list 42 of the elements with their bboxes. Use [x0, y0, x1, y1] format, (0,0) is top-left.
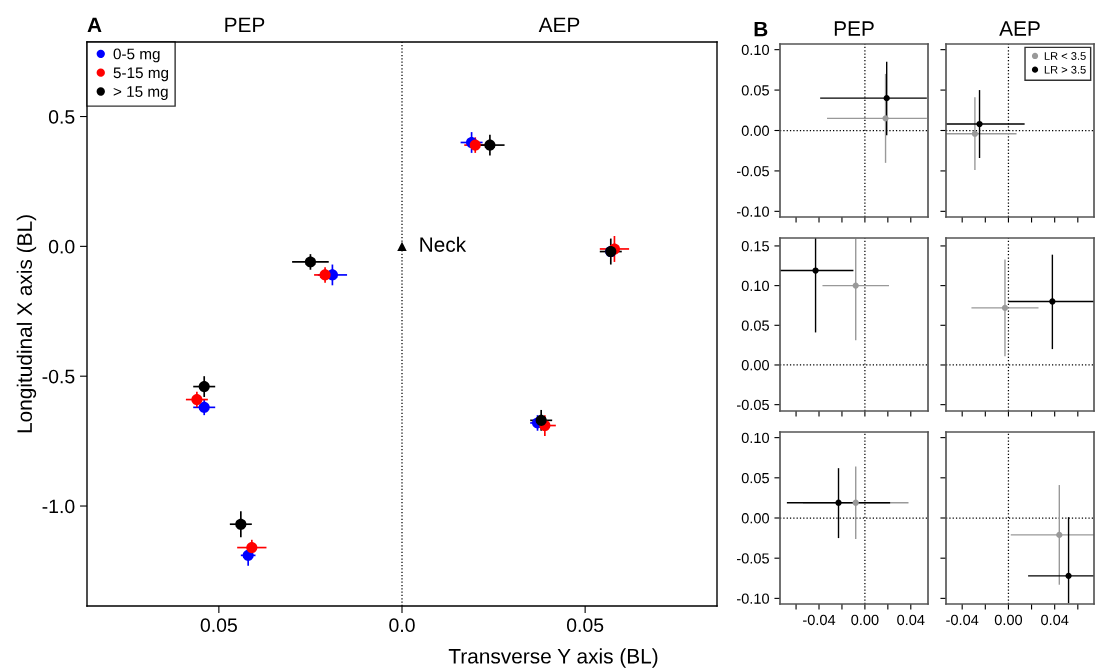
x-tick-label: 0.05 — [200, 618, 237, 633]
x-tick-label: 0.04 — [897, 614, 925, 626]
text: PEP — [225, 17, 265, 33]
x-tick-label: 0.04 — [1041, 614, 1069, 626]
y-tick-label: 0.00 — [741, 125, 770, 136]
x-tick-label: -0.04 — [946, 614, 979, 626]
chart-title: PEP — [834, 21, 874, 36]
y-tick-label: 0.0 — [48, 239, 75, 254]
x-axis-title: Transverse Y axis (BL) — [448, 648, 658, 668]
y-tick-label: 0.10 — [741, 432, 770, 444]
text: A — [87, 17, 102, 33]
y-tick-label: -0.10 — [736, 206, 770, 217]
y-tick-label: 0.5 — [48, 109, 75, 124]
legend-label: LR > 3.5 — [1044, 65, 1086, 74]
y-tick-label: -0.10 — [736, 593, 770, 604]
chart-title: AEP — [999, 21, 1040, 36]
y-tick-label: 0.05 — [741, 472, 769, 484]
y-tick-label: 0.00 — [741, 513, 770, 524]
y-tick-label: -1.0 — [42, 499, 75, 514]
y-tick-label: 0.00 — [741, 360, 770, 371]
y-tick-label: 0.15 — [741, 241, 769, 252]
legend-label: > 15 mg — [113, 86, 168, 100]
y-tick-label: 0.10 — [741, 280, 770, 292]
annotation: Neck — [420, 236, 467, 252]
legend-label: 5-15 mg — [113, 67, 169, 82]
text: B — [754, 21, 768, 37]
y-tick-label: -0.5 — [42, 369, 75, 384]
x-tick-label: 0.00 — [994, 614, 1023, 626]
y-tick-label: 0.05 — [741, 320, 769, 331]
y-axis-title: Longitudinal X axis (BL) — [16, 215, 37, 433]
x-tick-label: -0.04 — [803, 614, 836, 626]
y-tick-label: -0.05 — [736, 553, 769, 564]
y-tick-label: -0.05 — [736, 166, 769, 177]
y-tick-label: 0.10 — [741, 44, 770, 56]
x-tick-label: 0.05 — [566, 618, 604, 633]
legend-label: 0-5 mg — [113, 48, 160, 63]
y-tick-label: -0.05 — [736, 399, 769, 411]
x-tick-label: 0.00 — [851, 614, 879, 626]
x-tick-label: 0.0 — [389, 618, 415, 633]
legend-label: LR < 3.5 — [1044, 52, 1086, 60]
text: AEP — [538, 17, 580, 33]
y-tick-label: 0.05 — [741, 85, 769, 96]
